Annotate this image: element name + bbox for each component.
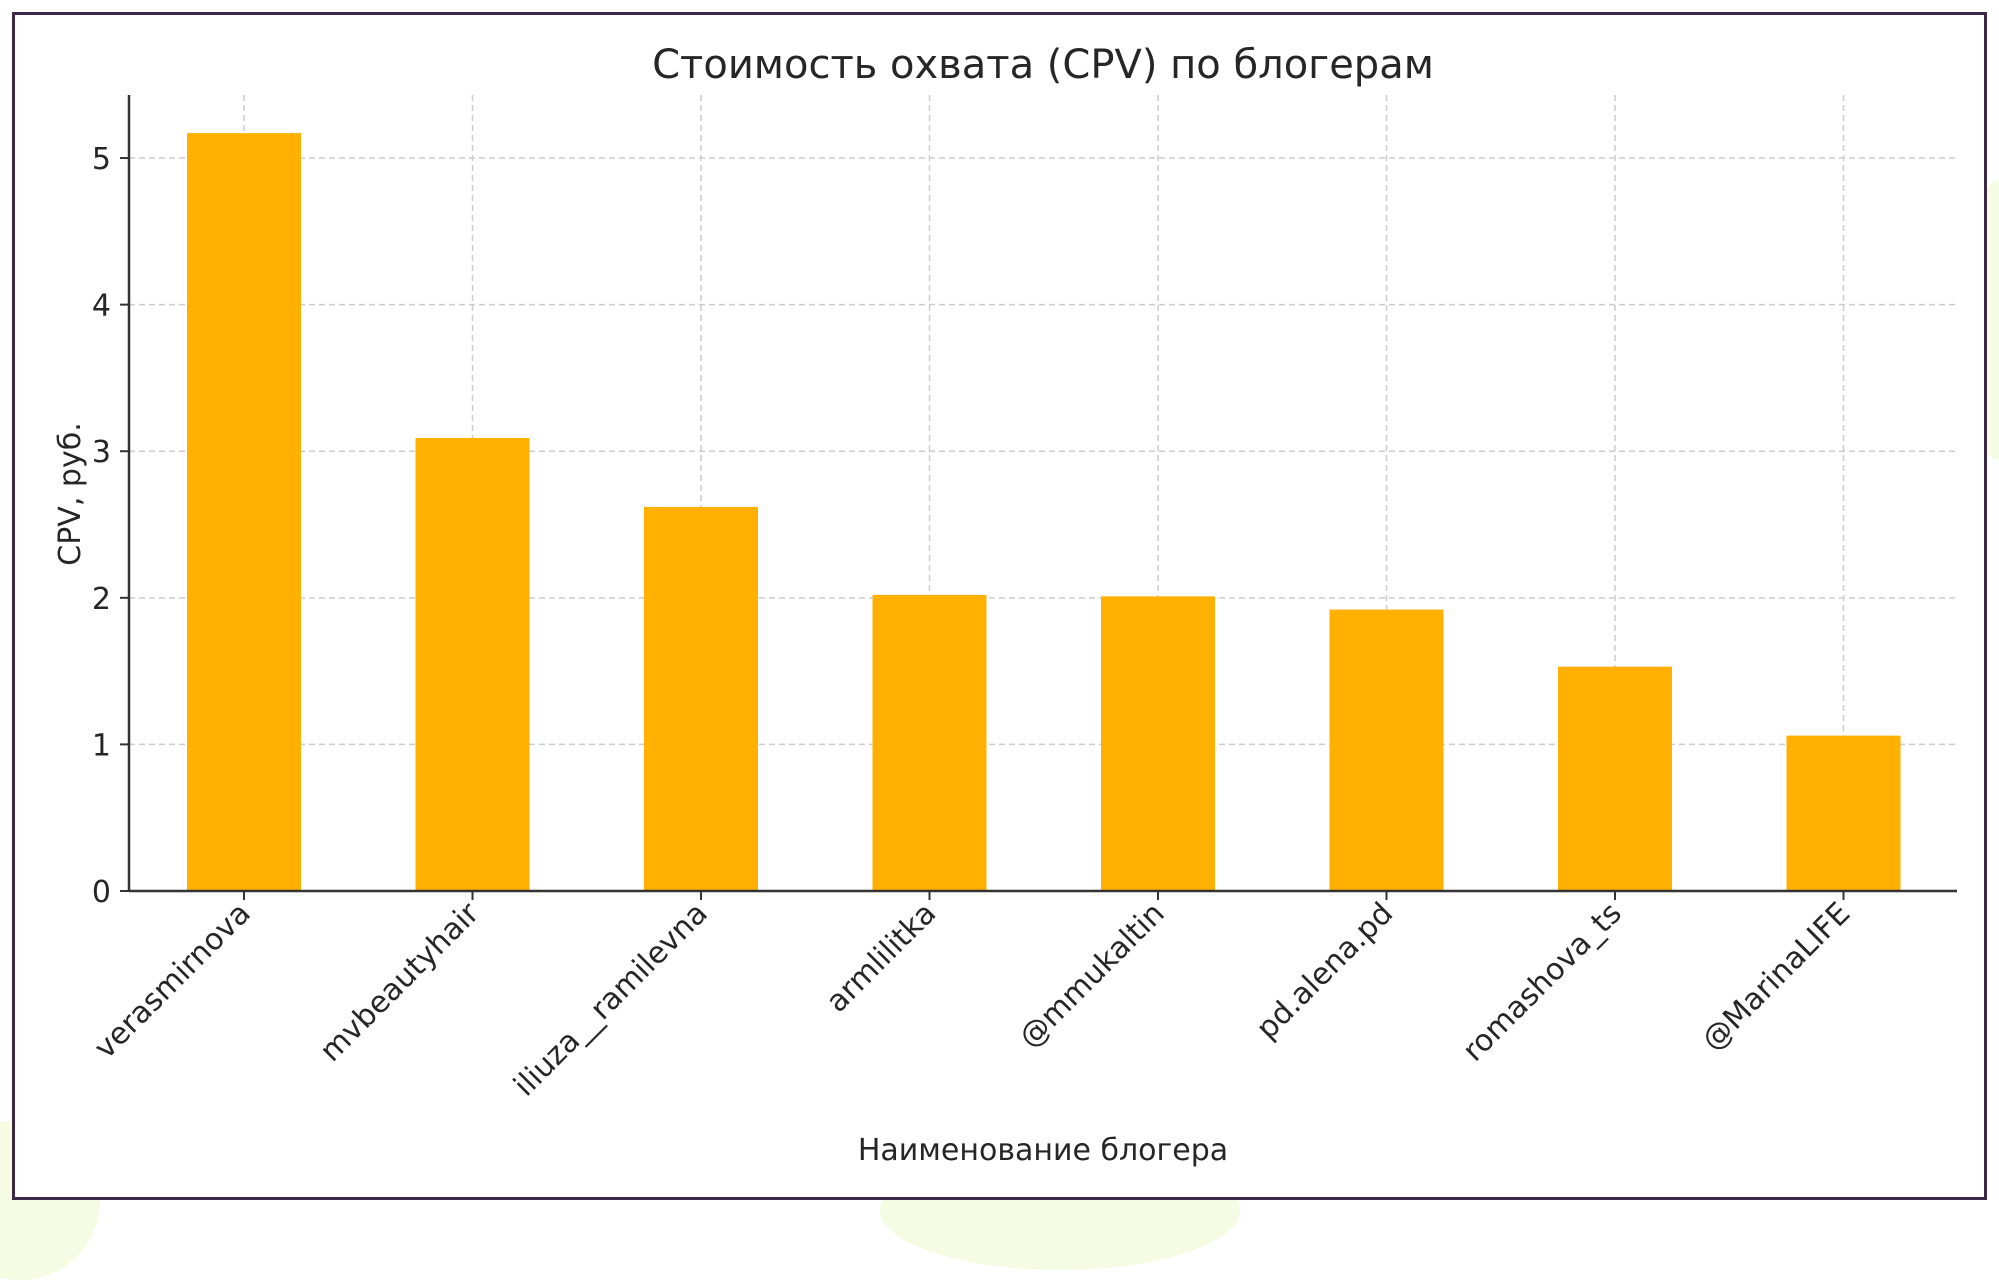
bar-3 bbox=[872, 594, 987, 891]
x-tick-label: mvbeautyhair bbox=[313, 895, 486, 1068]
x-tick-label: @MarinaLIFE bbox=[1695, 896, 1857, 1058]
y-tick-label: 2 bbox=[92, 582, 111, 617]
y-tick-label: 0 bbox=[92, 875, 111, 910]
y-tick-label: 5 bbox=[92, 142, 111, 177]
y-tick-label: 3 bbox=[92, 435, 111, 470]
bar-5 bbox=[1329, 609, 1444, 891]
chart-title: Стоимость охвата (CPV) по блогерам bbox=[652, 42, 1434, 88]
bar-2 bbox=[644, 506, 758, 891]
bar-7 bbox=[1786, 735, 1901, 891]
grid-layer bbox=[129, 95, 1957, 891]
x-tick-label: verasmirnova bbox=[88, 896, 258, 1066]
x-tick-labels: verasmirnova mvbeautyhair iliuza__ramilevn… bbox=[88, 895, 1858, 1103]
bars-layer bbox=[187, 133, 1901, 891]
chart-frame bbox=[12, 12, 1987, 1200]
y-axis-label: CPV, руб. bbox=[53, 422, 88, 565]
axes-layer bbox=[120, 95, 1957, 900]
y-tick-label: 4 bbox=[92, 289, 111, 324]
x-tick-label: armlilitka bbox=[820, 896, 944, 1020]
bar-4 bbox=[1101, 596, 1215, 891]
y-tick-label: 1 bbox=[92, 728, 111, 763]
x-tick-label: @mmukaltin bbox=[1012, 896, 1171, 1055]
x-tick-label: romashova_ts bbox=[1456, 896, 1629, 1069]
x-axis-label: Наименование блогера bbox=[858, 1133, 1228, 1168]
x-tick-label: pd.alena.pd bbox=[1250, 896, 1400, 1046]
bar-chart: 0 1 2 3 4 5 verasmirnova mvbeautyhair iliuza__r… bbox=[53, 42, 1957, 1168]
bar-1 bbox=[415, 438, 530, 891]
bar-6 bbox=[1558, 666, 1672, 891]
x-tick-label: iliuza__ramilevna bbox=[507, 896, 714, 1103]
bar-0 bbox=[187, 133, 301, 891]
y-tick-labels: 0 1 2 3 4 5 bbox=[92, 142, 111, 910]
